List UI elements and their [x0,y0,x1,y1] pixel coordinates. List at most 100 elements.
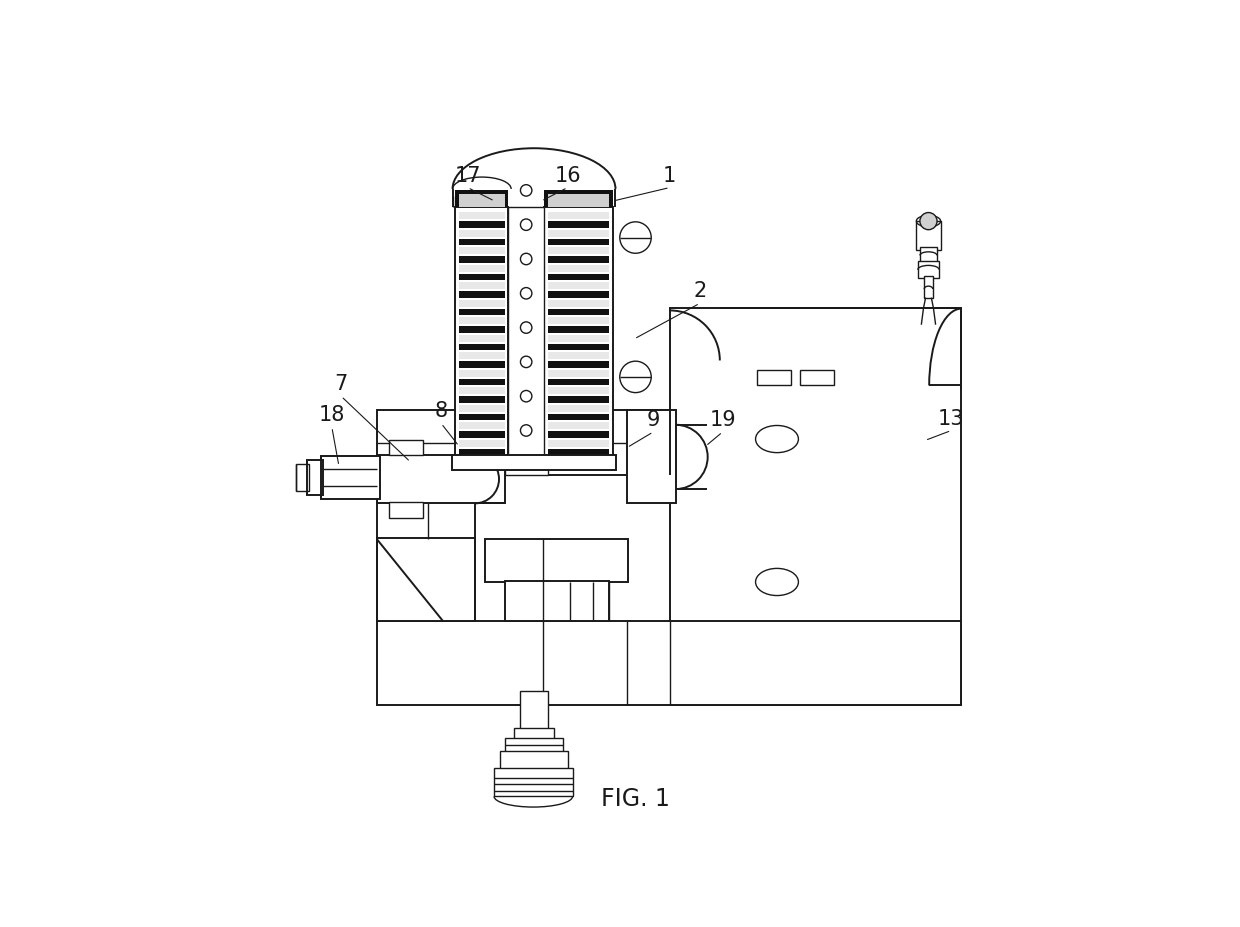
Circle shape [920,213,937,231]
Bar [548,353,609,360]
Bar [548,318,609,324]
Bar [506,738,563,754]
Bar [459,195,505,208]
Bar [459,213,505,220]
Bar [459,405,505,413]
Bar [918,261,939,279]
Circle shape [620,222,651,254]
Bar [548,344,609,351]
Bar [548,414,609,421]
Bar [459,432,505,438]
Bar [296,464,309,491]
Text: 7: 7 [335,374,347,394]
Bar [459,257,505,263]
Bar [548,326,609,334]
Bar [459,318,505,324]
Circle shape [521,425,532,437]
Bar [548,265,609,273]
Bar [920,248,937,265]
Bar [627,411,676,504]
Bar [548,292,609,298]
Bar [520,691,548,730]
Ellipse shape [755,569,799,596]
Bar [548,336,609,342]
Bar [515,728,554,741]
Bar [321,457,379,500]
Circle shape [521,254,532,265]
Text: 9: 9 [647,410,660,429]
Bar [377,411,668,476]
Text: 2: 2 [693,281,707,301]
Bar [459,414,505,421]
Bar [548,362,609,369]
Bar [548,405,609,413]
Bar [389,441,423,455]
Bar [459,300,505,308]
Bar [548,283,609,290]
Bar [459,248,505,255]
Bar [548,450,609,456]
Text: 19: 19 [709,410,737,429]
Text: 13: 13 [939,408,965,428]
Bar [459,344,505,351]
Bar [459,292,505,298]
Bar [500,751,568,770]
Bar [377,455,506,504]
Circle shape [620,362,651,393]
Bar [459,450,505,456]
Bar [548,257,609,263]
Circle shape [521,288,532,299]
Bar [494,768,573,796]
Bar [459,239,505,247]
Bar [506,581,609,621]
Text: 1: 1 [663,166,677,185]
Bar [459,440,505,447]
Bar [377,474,475,540]
Text: 16: 16 [554,166,580,185]
Bar [548,423,609,430]
Bar [924,277,932,298]
Circle shape [521,185,532,197]
Bar [459,222,505,229]
Bar [485,540,629,582]
Bar [508,208,544,460]
Circle shape [521,391,532,402]
Circle shape [521,323,532,334]
Bar [459,353,505,360]
Text: 18: 18 [319,404,345,425]
Text: 17: 17 [454,166,481,185]
Bar [459,379,505,386]
Bar [548,248,609,255]
Bar [459,397,505,403]
Bar [459,388,505,395]
Bar [459,231,505,237]
Bar [548,231,609,237]
Bar [548,195,609,208]
Bar [548,222,609,229]
Bar [459,371,505,377]
Bar [548,300,609,308]
Bar [377,621,961,705]
Bar [544,208,613,460]
Bar [459,423,505,430]
Bar [459,265,505,273]
Bar [670,309,961,705]
Bar [306,461,322,495]
Bar [459,274,505,281]
Bar [548,379,609,386]
Bar [756,371,791,386]
Bar [455,208,508,460]
Bar [548,371,609,377]
Bar [548,397,609,403]
Bar [459,310,505,316]
Bar [916,222,941,250]
Bar [377,539,475,621]
Circle shape [521,357,532,368]
Text: FIG. 1: FIG. 1 [601,786,670,810]
Bar [548,432,609,438]
Bar [506,436,548,476]
Bar [459,283,505,290]
Text: 8: 8 [434,401,448,421]
Circle shape [521,220,532,231]
Bar [548,388,609,395]
